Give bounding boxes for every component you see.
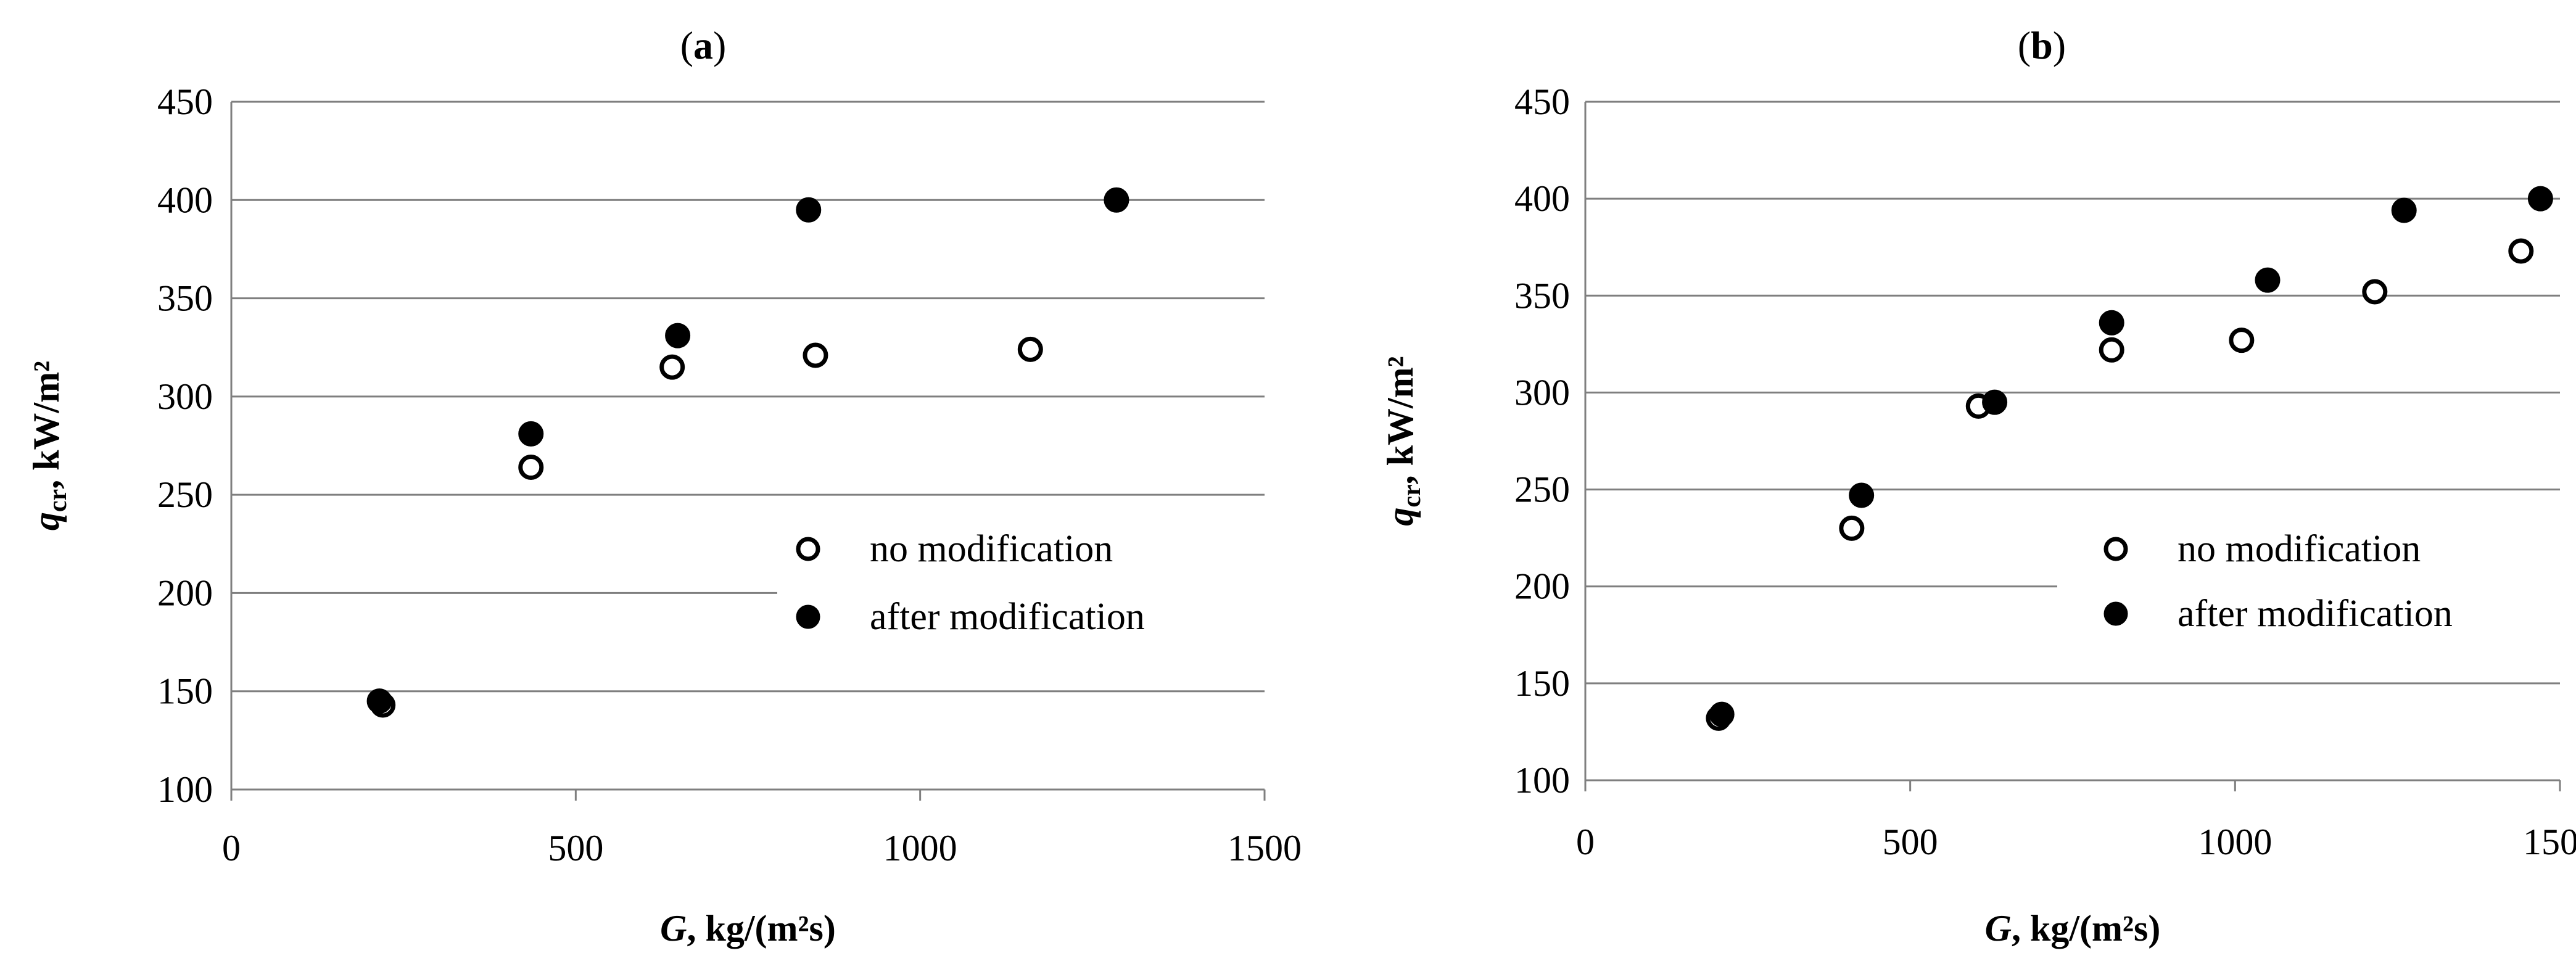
x-tick-label: 1000 — [883, 828, 957, 868]
legend: no modification after modification — [2103, 528, 2453, 635]
legend-label: no modification — [870, 528, 1113, 570]
data-point — [1839, 515, 1865, 541]
data-point — [803, 342, 828, 368]
x-tick-label: 0 — [222, 828, 241, 868]
data-point — [796, 197, 822, 223]
y-tick-label: 150 — [157, 671, 213, 712]
legend-label: no modification — [2178, 528, 2421, 570]
y-axis-label-var: q — [26, 512, 67, 530]
x-axis-label-unit: , kg/(m²s) — [687, 908, 836, 949]
y-tick-label: 450 — [1514, 81, 1570, 122]
legend-marker-no-modification — [2103, 537, 2128, 561]
data-point — [1849, 482, 1875, 508]
y-tick-label: 100 — [157, 769, 213, 810]
x-tick-label: 1500 — [2523, 822, 2576, 862]
series-after-modification — [1709, 186, 2553, 727]
y-tick-label: 350 — [157, 278, 213, 319]
series-no-modification — [370, 336, 1043, 718]
x-axis-label-unit: , kg/(m²s) — [2012, 908, 2160, 949]
panel-title-paren-open: ( — [2018, 23, 2031, 67]
data-point — [518, 455, 544, 480]
y-axis-label: qcr, kW/m² — [1380, 356, 1426, 526]
data-point — [1709, 701, 1735, 727]
y-tick-label: 450 — [157, 81, 213, 122]
data-point — [2391, 197, 2417, 223]
data-point — [1017, 336, 1043, 362]
series-after-modification — [366, 187, 1129, 714]
data-point — [366, 688, 392, 714]
x-tick-label: 500 — [1883, 822, 1938, 862]
x-axis-label: G, kg/(m²s) — [660, 908, 836, 949]
y-axis-label: qcr, kW/m² — [26, 361, 72, 530]
data-point — [1982, 389, 2008, 415]
y-axis-label-unit: , kW/m² — [26, 361, 67, 489]
panel-title-paren-open: ( — [680, 23, 693, 67]
y-axis-label-unit: , kW/m² — [1380, 356, 1421, 484]
x-tick-label: 500 — [548, 828, 603, 868]
y-tick-label: 300 — [1514, 372, 1570, 413]
legend-marker-no-modification — [796, 537, 820, 561]
y-tick-label: 350 — [1514, 275, 1570, 316]
panel-title: (b) — [2018, 23, 2066, 67]
y-tick-label: 100 — [1514, 760, 1570, 801]
data-point — [1104, 187, 1129, 213]
panel-title-letter: b — [2031, 23, 2053, 67]
panel-title-paren-close: ) — [2053, 23, 2066, 67]
panel-a: 0 500 1000 1500 100 150 200 250 300 350 400 450 (a) G… — [26, 23, 1302, 949]
panel-title: (a) — [680, 23, 727, 67]
panel-title-paren-close: ) — [713, 23, 726, 67]
data-point — [2527, 186, 2553, 212]
y-tick-label: 200 — [157, 572, 213, 613]
x-tick-label: 0 — [1576, 822, 1595, 862]
panel-b: 0 500 1000 1500 100 150 200 250 300 350 400 450 (b) G… — [1380, 23, 2576, 949]
data-point — [2255, 267, 2281, 293]
data-point — [659, 354, 685, 380]
data-point — [2508, 238, 2534, 264]
y-tick-label: 400 — [1514, 178, 1570, 219]
x-axis-label-var: G — [1985, 908, 2012, 949]
y-tick-label: 300 — [157, 376, 213, 417]
legend-marker-after-modification — [2103, 601, 2128, 626]
legend-label: after modification — [870, 596, 1145, 638]
data-point — [2099, 337, 2124, 363]
y-tick-label: 200 — [1514, 566, 1570, 607]
panel-title-letter: a — [693, 23, 713, 67]
x-axis-label: G, kg/(m²s) — [1985, 908, 2161, 949]
y-axis-label-var: q — [1380, 508, 1421, 526]
legend: no modification after modification — [796, 528, 1145, 638]
data-point — [2099, 310, 2124, 336]
y-tick-label: 400 — [157, 179, 213, 220]
y-tick-label: 250 — [1514, 469, 1570, 510]
x-axis-label-var: G — [660, 908, 687, 949]
x-tick-label: 1000 — [2198, 822, 2272, 862]
data-point — [665, 323, 691, 349]
y-tick-label: 150 — [1514, 663, 1570, 704]
data-point — [518, 421, 544, 447]
x-tick-label: 1500 — [1228, 828, 1302, 868]
data-point — [2362, 279, 2388, 305]
y-axis-label-sub: cr — [1398, 484, 1426, 507]
data-point — [2229, 328, 2255, 353]
legend-label: after modification — [2178, 593, 2453, 635]
y-axis-label-sub: cr — [44, 489, 72, 512]
legend-marker-after-modification — [796, 604, 820, 629]
y-tick-label: 250 — [157, 474, 213, 515]
